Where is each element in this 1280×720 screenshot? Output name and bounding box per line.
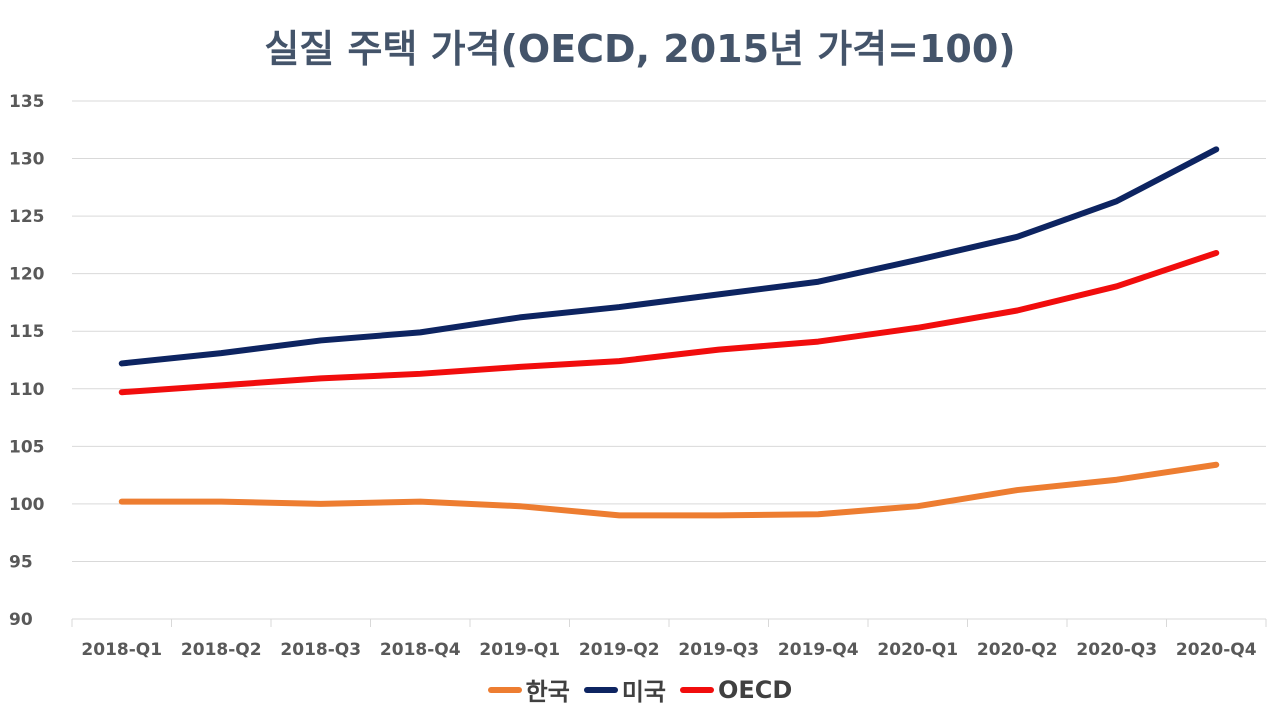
x-tick-label: 2020-Q2: [977, 640, 1058, 660]
y-tick-label: 135: [9, 92, 45, 112]
x-tick-label: 2020-Q1: [877, 640, 958, 660]
y-tick-labels: 90 95 100 105 110 115 120 125 130 135: [9, 92, 45, 630]
x-tick-label: 2019-Q4: [778, 640, 859, 660]
x-tick-label: 2018-Q1: [81, 640, 162, 660]
legend-item: 한국: [487, 672, 570, 707]
y-tick-label: 120: [9, 265, 45, 285]
y-tick-label: 100: [9, 495, 45, 515]
x-tick-label: 2019-Q3: [678, 640, 759, 660]
x-tick-labels: 2018-Q1 2018-Q2 2018-Q3 2018-Q4 2019-Q1 2019-…: [81, 640, 1256, 660]
legend-swatch: [583, 686, 618, 693]
legend-label: OECD: [718, 675, 793, 704]
y-tick-label: 110: [9, 380, 45, 400]
x-tick-label: 2020-Q3: [1076, 640, 1157, 660]
x-tick-label: 2019-Q2: [579, 640, 660, 660]
y-tick-label: 115: [9, 322, 45, 342]
legend-swatch: [680, 686, 714, 693]
series-line-OECD: [118, 249, 1220, 396]
y-tick-label: 90: [9, 610, 33, 630]
chart-title: 실질 주택 가격(OECD, 2015년 가격=100): [264, 27, 1016, 71]
x-tick-label: 2019-Q1: [479, 640, 560, 660]
x-tick-label: 2018-Q4: [380, 640, 461, 660]
legend-label: 미국: [621, 678, 666, 706]
legend-label: 한국: [525, 678, 570, 706]
axes: [71, 618, 1267, 627]
y-tick-label: 95: [9, 552, 33, 572]
legend-item: 미국: [583, 672, 666, 707]
series-lines: [118, 146, 1220, 519]
x-tick-label: 2018-Q2: [181, 640, 262, 660]
y-tick-label: 125: [9, 207, 45, 227]
legend-item: OECD: [680, 676, 792, 704]
x-tick-label: 2018-Q3: [280, 640, 361, 660]
series-line-미국: [118, 146, 1220, 367]
series-line-한국: [118, 461, 1220, 519]
legend-swatch: [487, 686, 522, 693]
y-tick-label: 130: [9, 150, 45, 170]
y-tick-label: 105: [9, 437, 45, 457]
x-tick-label: 2020-Q4: [1176, 640, 1257, 660]
gridlines: [72, 100, 1266, 562]
legend: 한국 미국 OECD: [0, 672, 1280, 707]
